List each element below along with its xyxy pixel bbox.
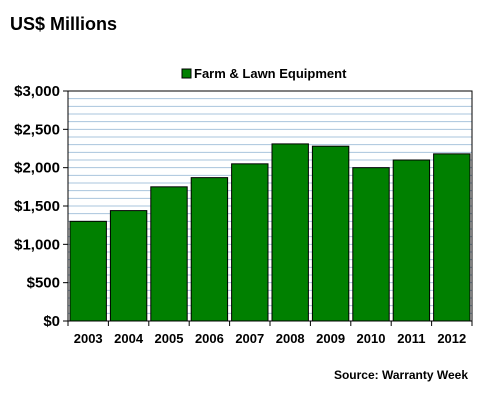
- x-tick-label: 2004: [114, 331, 144, 346]
- x-tick-label: 2007: [235, 331, 264, 346]
- x-tick-label: 2005: [155, 331, 184, 346]
- x-tick-label: 2010: [357, 331, 386, 346]
- y-tick-label: $500: [27, 275, 60, 292]
- x-tick-label: 2011: [397, 331, 425, 346]
- y-tick-label: $0: [43, 313, 60, 330]
- y-tick-label: $2,500: [14, 121, 60, 138]
- x-tick-label: 2006: [195, 331, 224, 346]
- bar: [190, 177, 229, 322]
- y-tick-label: $2,000: [14, 160, 60, 177]
- bar: [109, 210, 148, 322]
- bar: [150, 186, 188, 322]
- bar: [271, 143, 309, 322]
- x-tick-label: 2003: [74, 331, 103, 346]
- bar: [231, 163, 269, 322]
- chart-unit-title: US$ Millions: [10, 14, 118, 34]
- source-note: Source: Warranty Week: [333, 368, 468, 382]
- legend-swatch: [181, 68, 192, 79]
- x-tick-label: 2008: [276, 331, 305, 346]
- bar: [352, 167, 390, 322]
- y-tick-label: $1,500: [14, 198, 60, 215]
- legend-label: Farm & Lawn Equipment: [194, 66, 347, 81]
- y-tick-label: $1,000: [14, 236, 60, 253]
- x-tick-label: 2012: [437, 331, 466, 346]
- bar: [392, 159, 431, 322]
- bar: [69, 220, 107, 322]
- bar: [311, 145, 350, 322]
- bar: [433, 153, 471, 322]
- y-tick-label: $3,000: [14, 83, 60, 100]
- x-tick-label: 2009: [316, 331, 345, 346]
